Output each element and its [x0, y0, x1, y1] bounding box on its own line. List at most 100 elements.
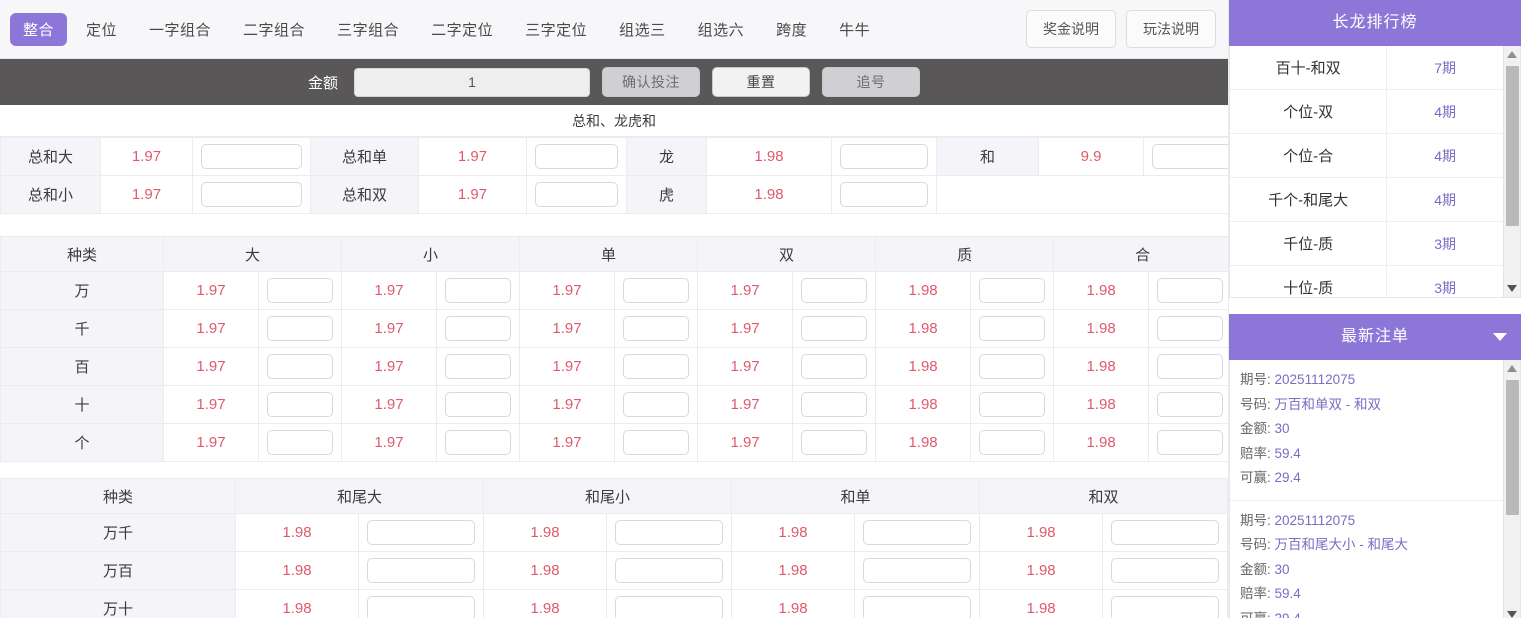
- rank-list-item[interactable]: 十位-质 3期: [1230, 266, 1503, 297]
- odds-value[interactable]: 1.97: [697, 385, 794, 424]
- bet-amount-input[interactable]: [801, 430, 868, 455]
- odds-value[interactable]: 1.98: [235, 513, 359, 552]
- odds-value[interactable]: 1.98: [483, 589, 608, 618]
- bet-amount-input[interactable]: [201, 182, 302, 207]
- bet-amount-input[interactable]: [1152, 144, 1228, 169]
- bet-amount-input[interactable]: [445, 392, 512, 417]
- odds-value[interactable]: 1.97: [697, 423, 794, 462]
- order-list-item[interactable]: 期号: 20251112075 号码: 万百和单双 - 和双 金额: 30 赔率: 5…: [1230, 360, 1503, 501]
- bet-amount-input[interactable]: [267, 278, 334, 303]
- bet-amount-input[interactable]: [201, 144, 302, 169]
- bet-amount-input[interactable]: [979, 316, 1046, 341]
- bet-amount-input[interactable]: [801, 354, 868, 379]
- bet-amount-input[interactable]: [1111, 520, 1220, 545]
- odds-value[interactable]: 1.97: [163, 347, 259, 386]
- tab-5[interactable]: 二字定位: [431, 21, 494, 39]
- tab-0[interactable]: 整合: [10, 12, 68, 46]
- odds-value[interactable]: 1.98: [235, 589, 359, 618]
- odds-value[interactable]: 1.98: [875, 347, 972, 386]
- bet-amount-input[interactable]: [267, 392, 334, 417]
- bet-amount-input[interactable]: [615, 596, 724, 618]
- bet-amount-input[interactable]: [801, 278, 868, 303]
- bet-amount-input[interactable]: [1157, 278, 1224, 303]
- chevron-down-icon[interactable]: [1493, 333, 1507, 341]
- odds-value[interactable]: 1.97: [697, 271, 794, 310]
- bet-amount-input[interactable]: [863, 596, 972, 618]
- odds-value[interactable]: 1.97: [519, 347, 616, 386]
- tab-4[interactable]: 三字组合: [337, 21, 400, 39]
- rank-list-item[interactable]: 千位-质 3期: [1230, 222, 1503, 266]
- prize-info-button[interactable]: 奖金说明: [1026, 10, 1116, 48]
- bet-label[interactable]: 总和单: [310, 137, 419, 176]
- odds-value[interactable]: 1.98: [483, 551, 608, 590]
- bet-amount-input[interactable]: [840, 144, 928, 169]
- bet-label[interactable]: 和: [936, 137, 1039, 176]
- reset-button[interactable]: 重置: [712, 67, 810, 97]
- odds-value[interactable]: 1.97: [163, 423, 259, 462]
- bet-amount-input[interactable]: [623, 392, 690, 417]
- bet-amount-input[interactable]: [1157, 316, 1224, 341]
- tab-6[interactable]: 三字定位: [525, 21, 588, 39]
- odds-value[interactable]: 1.98: [979, 589, 1104, 618]
- bet-amount-input[interactable]: [445, 430, 512, 455]
- odds-value[interactable]: 1.98: [1053, 385, 1150, 424]
- confirm-bet-button[interactable]: 确认投注: [602, 67, 700, 97]
- odds-value[interactable]: 1.98: [1053, 309, 1150, 348]
- bet-label[interactable]: 虎: [626, 175, 707, 214]
- bet-amount-input[interactable]: [863, 558, 972, 583]
- bet-amount-input[interactable]: [840, 182, 928, 207]
- odds-value[interactable]: 1.97: [519, 385, 616, 424]
- bet-label[interactable]: 总和大: [0, 137, 101, 176]
- bet-amount-input[interactable]: [979, 278, 1046, 303]
- bet-amount-input[interactable]: [623, 430, 690, 455]
- odds-value[interactable]: 1.98: [1053, 347, 1150, 386]
- tab-9[interactable]: 跨度: [776, 21, 808, 39]
- scroll-down-icon[interactable]: [1507, 285, 1517, 292]
- chase-number-button[interactable]: 追号: [822, 67, 920, 97]
- latest-orders-title[interactable]: 最新注单: [1229, 314, 1521, 360]
- order-list-item[interactable]: 期号: 20251112075 号码: 万百和尾大小 - 和尾大 金额: 30 赔率:…: [1230, 501, 1503, 618]
- odds-value[interactable]: 1.98: [875, 271, 972, 310]
- rank-list-item[interactable]: 个位-双 4期: [1230, 90, 1503, 134]
- tab-2[interactable]: 一字组合: [149, 21, 212, 39]
- bet-amount-input[interactable]: [367, 596, 476, 618]
- bet-amount-input[interactable]: [863, 520, 972, 545]
- bet-amount-input[interactable]: [979, 430, 1046, 455]
- odds-value[interactable]: 1.97: [163, 271, 259, 310]
- bet-amount-input[interactable]: [1111, 558, 1220, 583]
- bet-amount-input[interactable]: [367, 558, 476, 583]
- odds-value[interactable]: 1.98: [731, 551, 856, 590]
- bet-amount-input[interactable]: [615, 558, 724, 583]
- scroll-up-icon[interactable]: [1507, 51, 1517, 58]
- scrollbar-thumb[interactable]: [1506, 66, 1519, 226]
- rules-info-button[interactable]: 玩法说明: [1126, 10, 1216, 48]
- tab-8[interactable]: 组选六: [697, 21, 745, 39]
- bet-amount-input[interactable]: [267, 316, 334, 341]
- bet-amount-input[interactable]: [267, 430, 334, 455]
- odds-value[interactable]: 1.97: [163, 309, 259, 348]
- odds-value[interactable]: 1.98: [483, 513, 608, 552]
- bet-amount-input[interactable]: [445, 316, 512, 341]
- odds-value[interactable]: 1.98: [979, 513, 1104, 552]
- bet-label[interactable]: 总和双: [310, 175, 419, 214]
- odds-value[interactable]: 1.97: [341, 309, 438, 348]
- amount-input[interactable]: [354, 67, 590, 97]
- odds-value[interactable]: 1.97: [519, 423, 616, 462]
- dragon-rank-scrollbar[interactable]: [1503, 46, 1520, 297]
- odds-value[interactable]: 1.98: [1053, 271, 1150, 310]
- bet-amount-input[interactable]: [623, 316, 690, 341]
- bet-amount-input[interactable]: [801, 392, 868, 417]
- odds-value[interactable]: 1.98: [731, 513, 856, 552]
- tab-1[interactable]: 定位: [86, 21, 118, 39]
- bet-amount-input[interactable]: [267, 354, 334, 379]
- bet-amount-input[interactable]: [979, 354, 1046, 379]
- bet-amount-input[interactable]: [623, 354, 690, 379]
- odds-value[interactable]: 1.97: [519, 271, 616, 310]
- odds-value[interactable]: 1.97: [163, 385, 259, 424]
- bet-amount-input[interactable]: [1111, 596, 1220, 618]
- latest-orders-scrollbar[interactable]: [1503, 360, 1520, 618]
- odds-value[interactable]: 1.98: [875, 385, 972, 424]
- scrollbar-thumb[interactable]: [1506, 380, 1519, 515]
- bet-amount-input[interactable]: [1157, 430, 1224, 455]
- bet-amount-input[interactable]: [1157, 354, 1224, 379]
